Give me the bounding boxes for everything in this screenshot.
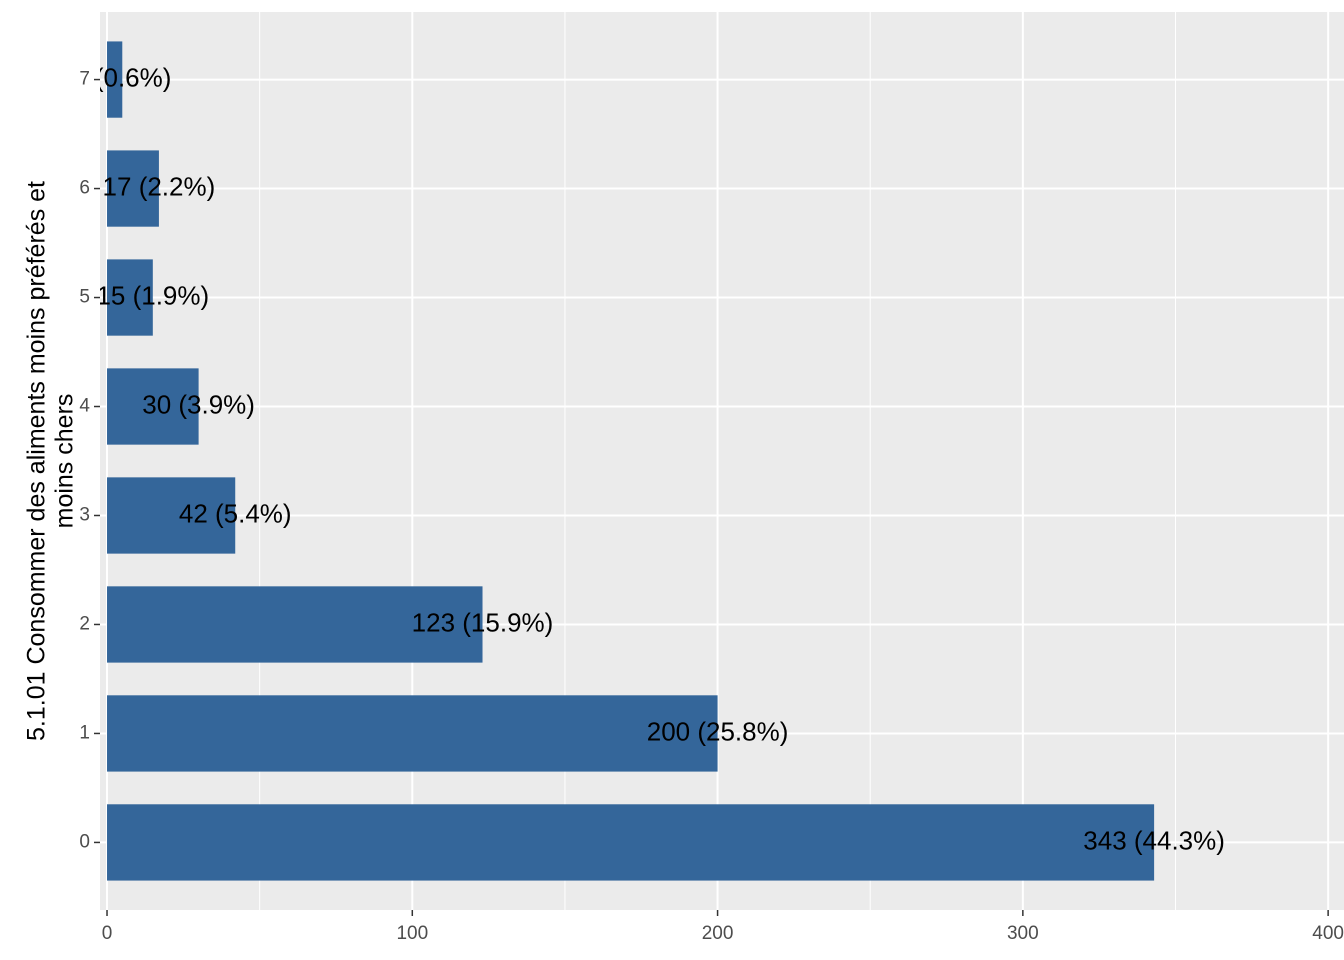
y-tick-label: 6: [79, 178, 90, 199]
value-label: 42 (5.4%): [179, 498, 292, 528]
y-tick-label: 2: [79, 613, 90, 634]
bar: [107, 259, 153, 336]
value-label: 123 (15.9%): [412, 607, 554, 637]
y-tick-label: 4: [79, 396, 90, 417]
bar: [107, 477, 236, 554]
value-label: 5 (0.6%): [73, 62, 171, 92]
axes: 0 100 200 300 400 0 1 2 3 4 5 6 7: [79, 69, 1344, 944]
bar: [107, 695, 718, 772]
bar: [107, 150, 159, 227]
y-tick-label: 0: [79, 831, 90, 852]
bar: [107, 368, 199, 445]
value-label: 17 (2.2%): [103, 171, 216, 201]
x-tick-label: 400: [1312, 923, 1344, 944]
y-tick-label: 1: [79, 722, 90, 743]
x-tick-label: 0: [102, 923, 113, 944]
value-label: 200 (25.8%): [647, 716, 789, 746]
y-axis-title: 5.1.01 Consommer des aliments moins préf…: [23, 181, 51, 741]
bars: 343 (44.3%) 200 (25.8%) 123 (15.9%) 42 (5.4…: [73, 41, 1225, 881]
x-tick-label: 300: [1007, 923, 1039, 944]
y-tick-label: 3: [79, 505, 90, 526]
bar: [107, 586, 483, 663]
y-tick-label: 7: [79, 69, 90, 90]
x-tick-label: 200: [702, 923, 734, 944]
value-label: 30 (3.9%): [142, 389, 255, 419]
y-tick-label: 5: [79, 287, 90, 308]
bar: [107, 804, 1155, 881]
bar: [107, 41, 123, 118]
x-tick-label: 100: [396, 923, 428, 944]
value-label: 343 (44.3%): [1083, 825, 1225, 855]
panel: [100, 12, 1344, 910]
y-axis-title: moins chers: [51, 394, 79, 529]
value-label: 15 (1.9%): [96, 280, 209, 310]
